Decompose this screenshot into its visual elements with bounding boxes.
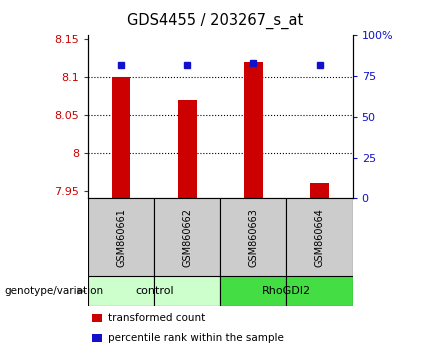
Text: percentile rank within the sample: percentile rank within the sample [108, 333, 283, 343]
Bar [286, 198, 353, 276]
Text: GSM860661: GSM860661 [116, 208, 126, 267]
Text: GSM860663: GSM860663 [249, 208, 258, 267]
Text: genotype/variation: genotype/variation [4, 286, 104, 296]
Text: GDS4455 / 203267_s_at: GDS4455 / 203267_s_at [127, 12, 303, 29]
Text: GSM860662: GSM860662 [182, 208, 192, 267]
Bar [112, 77, 130, 198]
Bar [88, 276, 154, 306]
Bar [310, 183, 329, 198]
Bar [220, 276, 286, 306]
Bar [286, 276, 353, 306]
Text: RhoGDI2: RhoGDI2 [262, 286, 311, 296]
Text: control: control [135, 286, 174, 296]
Bar [220, 198, 286, 276]
Bar [88, 198, 154, 276]
Bar [154, 276, 220, 306]
Bar [154, 198, 220, 276]
Bar [178, 100, 197, 198]
Bar [244, 62, 263, 198]
Text: GSM860664: GSM860664 [314, 208, 325, 267]
Polygon shape [77, 288, 86, 295]
Text: transformed count: transformed count [108, 313, 205, 323]
